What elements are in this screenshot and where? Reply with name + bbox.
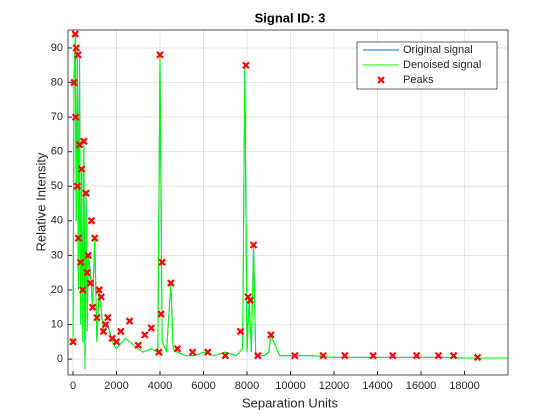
- peak-marker: [79, 286, 87, 294]
- y-tick-label: 80: [51, 76, 63, 88]
- peak-marker: [412, 351, 421, 360]
- peak-marker: [69, 338, 77, 346]
- peak-marker: [236, 327, 245, 336]
- axes-box: [67, 29, 509, 376]
- peak-marker: [188, 348, 197, 356]
- peak-marker: [221, 351, 230, 360]
- peak-marker: [155, 348, 163, 356]
- peak-marker: [173, 344, 182, 353]
- peak-marker: [99, 327, 108, 336]
- peak-marker: [291, 351, 299, 360]
- chart-title: Signal ID: 3: [255, 10, 326, 25]
- peak-marker: [80, 137, 88, 146]
- y-axis-label: Relative Intensity: [33, 152, 48, 251]
- legend-label: Denoised signal: [403, 59, 481, 71]
- peak-marker: [434, 351, 443, 360]
- peak-marker: [473, 353, 482, 362]
- peak-marker: [88, 303, 97, 312]
- peak-marker: [242, 61, 250, 70]
- y-tick-label: 90: [51, 42, 63, 54]
- peak-marker: [158, 258, 166, 267]
- legend-label: Peaks: [403, 74, 434, 86]
- y-tick-label: 10: [51, 318, 63, 330]
- peak-marker: [267, 331, 275, 339]
- peak-marker: [95, 286, 103, 294]
- peak-marker: [82, 189, 90, 197]
- peak-marker: [84, 251, 93, 260]
- peak-marker: [71, 30, 79, 38]
- x-tick-label: 16000: [406, 380, 437, 392]
- peak-marker: [117, 327, 125, 336]
- peak-marker: [70, 78, 78, 87]
- y-tick-label: 60: [51, 146, 63, 158]
- x-tick-label: 2000: [104, 380, 128, 392]
- peak-marker: [74, 234, 83, 242]
- y-tick-label: 30: [51, 249, 63, 261]
- peak-marker: [140, 331, 149, 339]
- peak-marker: [134, 341, 143, 350]
- peak-marker: [77, 165, 86, 173]
- x-tick-label: 4000: [148, 380, 172, 392]
- peak-marker: [71, 113, 80, 121]
- peak-marker: [369, 351, 377, 360]
- x-axis-label: Separation Units: [242, 395, 339, 410]
- x-tick-label: 12000: [319, 380, 350, 392]
- peak-marker: [388, 351, 397, 360]
- peak-marker: [319, 351, 327, 360]
- peak-marker: [125, 317, 134, 325]
- peak-marker: [72, 44, 81, 52]
- x-tick-label: 18000: [449, 380, 480, 392]
- peak-marker: [157, 310, 165, 318]
- y-tick-label: 70: [51, 111, 63, 123]
- x-tick-label: 8000: [235, 380, 259, 392]
- peak-marker: [204, 348, 212, 356]
- peak-marker: [246, 296, 255, 305]
- x-tick-label: 0: [70, 380, 76, 392]
- peak-marker: [104, 313, 112, 322]
- y-tick-label: 20: [51, 284, 63, 296]
- peak-marker: [93, 313, 101, 322]
- peak-marker: [101, 320, 110, 329]
- peak-marker: [74, 51, 82, 59]
- peak-marker: [341, 351, 349, 360]
- y-tick-label: 40: [51, 215, 63, 227]
- x-tick-label: 6000: [191, 380, 215, 392]
- peak-marker: [254, 351, 262, 360]
- peak-marker: [112, 338, 121, 346]
- y-tick-label: 0: [57, 353, 63, 365]
- peak-marker: [147, 324, 156, 332]
- legend-label: Original signal: [403, 44, 473, 56]
- peak-marker: [73, 182, 82, 191]
- signal-line: [72, 34, 508, 370]
- peak-marker: [156, 51, 164, 59]
- peak-marker: [97, 293, 106, 301]
- peak-marker: [90, 234, 99, 242]
- x-tick-label: 10000: [275, 380, 306, 392]
- x-tick-label: 14000: [362, 380, 393, 392]
- y-tick-label: 50: [51, 180, 63, 192]
- legend-swatch: [377, 76, 385, 84]
- peak-marker: [87, 217, 96, 225]
- peak-marker: [449, 351, 458, 360]
- peak-marker: [86, 279, 95, 287]
- peak-marker: [249, 241, 258, 249]
- peak-marker: [76, 258, 85, 267]
- peak-marker: [83, 268, 91, 277]
- peak-marker: [167, 279, 175, 287]
